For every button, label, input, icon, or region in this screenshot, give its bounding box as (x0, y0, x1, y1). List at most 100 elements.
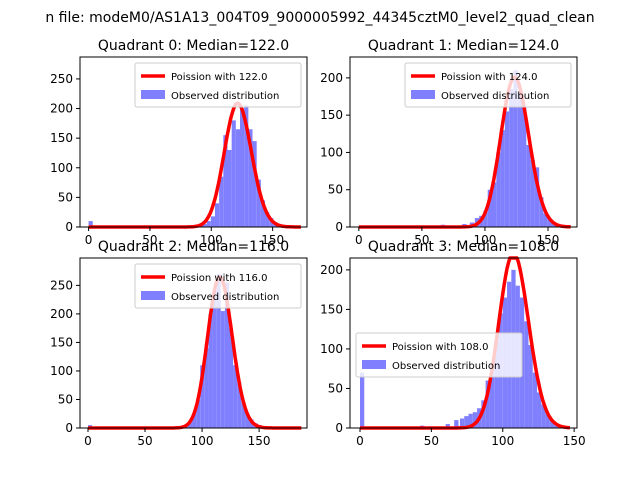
hist-bar (240, 108, 245, 227)
hist-bar (237, 382, 242, 428)
panel-title: Quadrant 0: Median=122.0 (98, 38, 289, 54)
hist-bar (88, 221, 93, 227)
hist-bar (245, 413, 250, 428)
hist-bar (541, 404, 546, 428)
hist-bar (223, 135, 228, 227)
hist-bar (204, 348, 209, 428)
hist-bar (539, 197, 544, 227)
y-tick-label: 50 (328, 183, 343, 197)
hist-bar (192, 413, 197, 428)
hist-bar (252, 141, 257, 227)
y-tick-label: 0 (335, 421, 343, 435)
y-tick-label: 100 (320, 145, 343, 159)
hist-bar (202, 224, 207, 227)
y-tick-label: 150 (50, 335, 73, 349)
hist-bar (517, 92, 523, 227)
hist-bar (496, 152, 501, 227)
x-tick-label: 150 (537, 233, 560, 247)
legend-hist-swatch (141, 291, 165, 300)
hist-bar (187, 422, 193, 428)
poisson-curve (88, 101, 302, 229)
hist-bar (244, 105, 249, 227)
x-tick-label: 100 (200, 233, 223, 247)
x-tick-label: 100 (491, 434, 514, 448)
y-tick-label: 50 (58, 392, 73, 406)
hist-bar (532, 372, 538, 428)
hist-bar (537, 392, 542, 428)
hist-bar (241, 402, 246, 428)
y-tick-label: 50 (58, 190, 73, 204)
panel-title: Quadrant 1: Median=124.0 (368, 38, 559, 54)
hist-bar (513, 70, 518, 227)
y-tick-label: 250 (50, 72, 73, 86)
legend-label-observed: Observed distribution (441, 91, 549, 102)
hist-bar (487, 189, 493, 227)
hist-bar (200, 365, 205, 428)
hist-bar (359, 372, 365, 428)
quadrant-2-panel: 0 50 100 150 0 50 100 150 200 250 Quadrant 2: Medi… (50, 239, 308, 448)
y-tick-label: 200 (50, 102, 73, 116)
hist-bar (219, 176, 224, 227)
quadrant-3-panel: 0 50 100 150 0 50 100 150 200 Quadrant 3: Median=… (320, 239, 586, 448)
hist-bar (224, 282, 229, 428)
legend-hist-swatch (411, 90, 435, 99)
hist-bar (528, 344, 533, 428)
legend-label-poisson: Poission with 116.0 (171, 273, 267, 284)
legend-label-poisson: Poission with 124.0 (441, 72, 537, 83)
hist-bar (549, 420, 555, 428)
hist-bar (216, 273, 221, 428)
y-tick-label: 250 (50, 278, 73, 292)
hist-bar (522, 107, 527, 227)
x-tick-label: 150 (248, 434, 271, 448)
x-tick-label: 0 (84, 434, 92, 448)
hist-bar (464, 416, 469, 428)
hist-bar (524, 321, 529, 428)
axes-frame (349, 56, 578, 228)
legend-box (134, 263, 302, 309)
x-tick-label: 150 (261, 233, 284, 247)
hist-bar (489, 364, 495, 428)
x-tick-label: 0 (355, 233, 363, 247)
y-tick-label: 50 (328, 381, 343, 395)
panel-title: Quadrant 3: Median=108.0 (368, 239, 559, 255)
hist-bar (227, 149, 232, 227)
legend-label-poisson: Poission with 122.0 (171, 72, 267, 83)
y-tick-label: 200 (320, 71, 343, 85)
hist-bar (545, 413, 550, 428)
hist-bar (534, 167, 540, 227)
axes-frame (349, 257, 578, 429)
hist-bar (256, 179, 261, 227)
y-tick-label: 150 (320, 108, 343, 122)
hist-bar (212, 291, 217, 428)
legend-label-observed: Observed distribution (392, 361, 500, 372)
hist-bar (459, 418, 465, 428)
panel-title: Quadrant 2: Median=116.0 (98, 239, 289, 255)
y-tick-label: 150 (50, 131, 73, 145)
y-tick-label: 0 (65, 421, 73, 435)
x-tick-label: 100 (191, 434, 214, 448)
hist-bar (492, 182, 497, 227)
hist-bar (233, 365, 238, 428)
y-tick-label: 100 (320, 342, 343, 356)
legend-label-observed: Observed distribution (171, 292, 279, 303)
hist-bar (265, 212, 270, 227)
axes-frame (79, 257, 308, 429)
hist-bar (547, 219, 553, 227)
figure-suptitle: n file: modeM0/AS1A13_004T09_9000005992_… (45, 10, 594, 26)
hist-bar (530, 159, 535, 227)
hist-bar (543, 213, 548, 227)
hist-bar (483, 210, 488, 227)
hist-bar (472, 412, 478, 428)
y-tick-label: 150 (320, 302, 343, 316)
legend-box (404, 62, 572, 108)
x-tick-label: 100 (473, 233, 496, 247)
axes-frame (79, 56, 308, 228)
hist-bar (220, 311, 225, 428)
y-tick-label: 0 (65, 220, 73, 234)
legend-label-observed: Observed distribution (171, 91, 279, 102)
legend-label-poisson: Poission with 108.0 (392, 342, 488, 353)
hist-bar (468, 413, 473, 428)
legend-box (134, 62, 302, 108)
hist-bar (260, 200, 266, 227)
